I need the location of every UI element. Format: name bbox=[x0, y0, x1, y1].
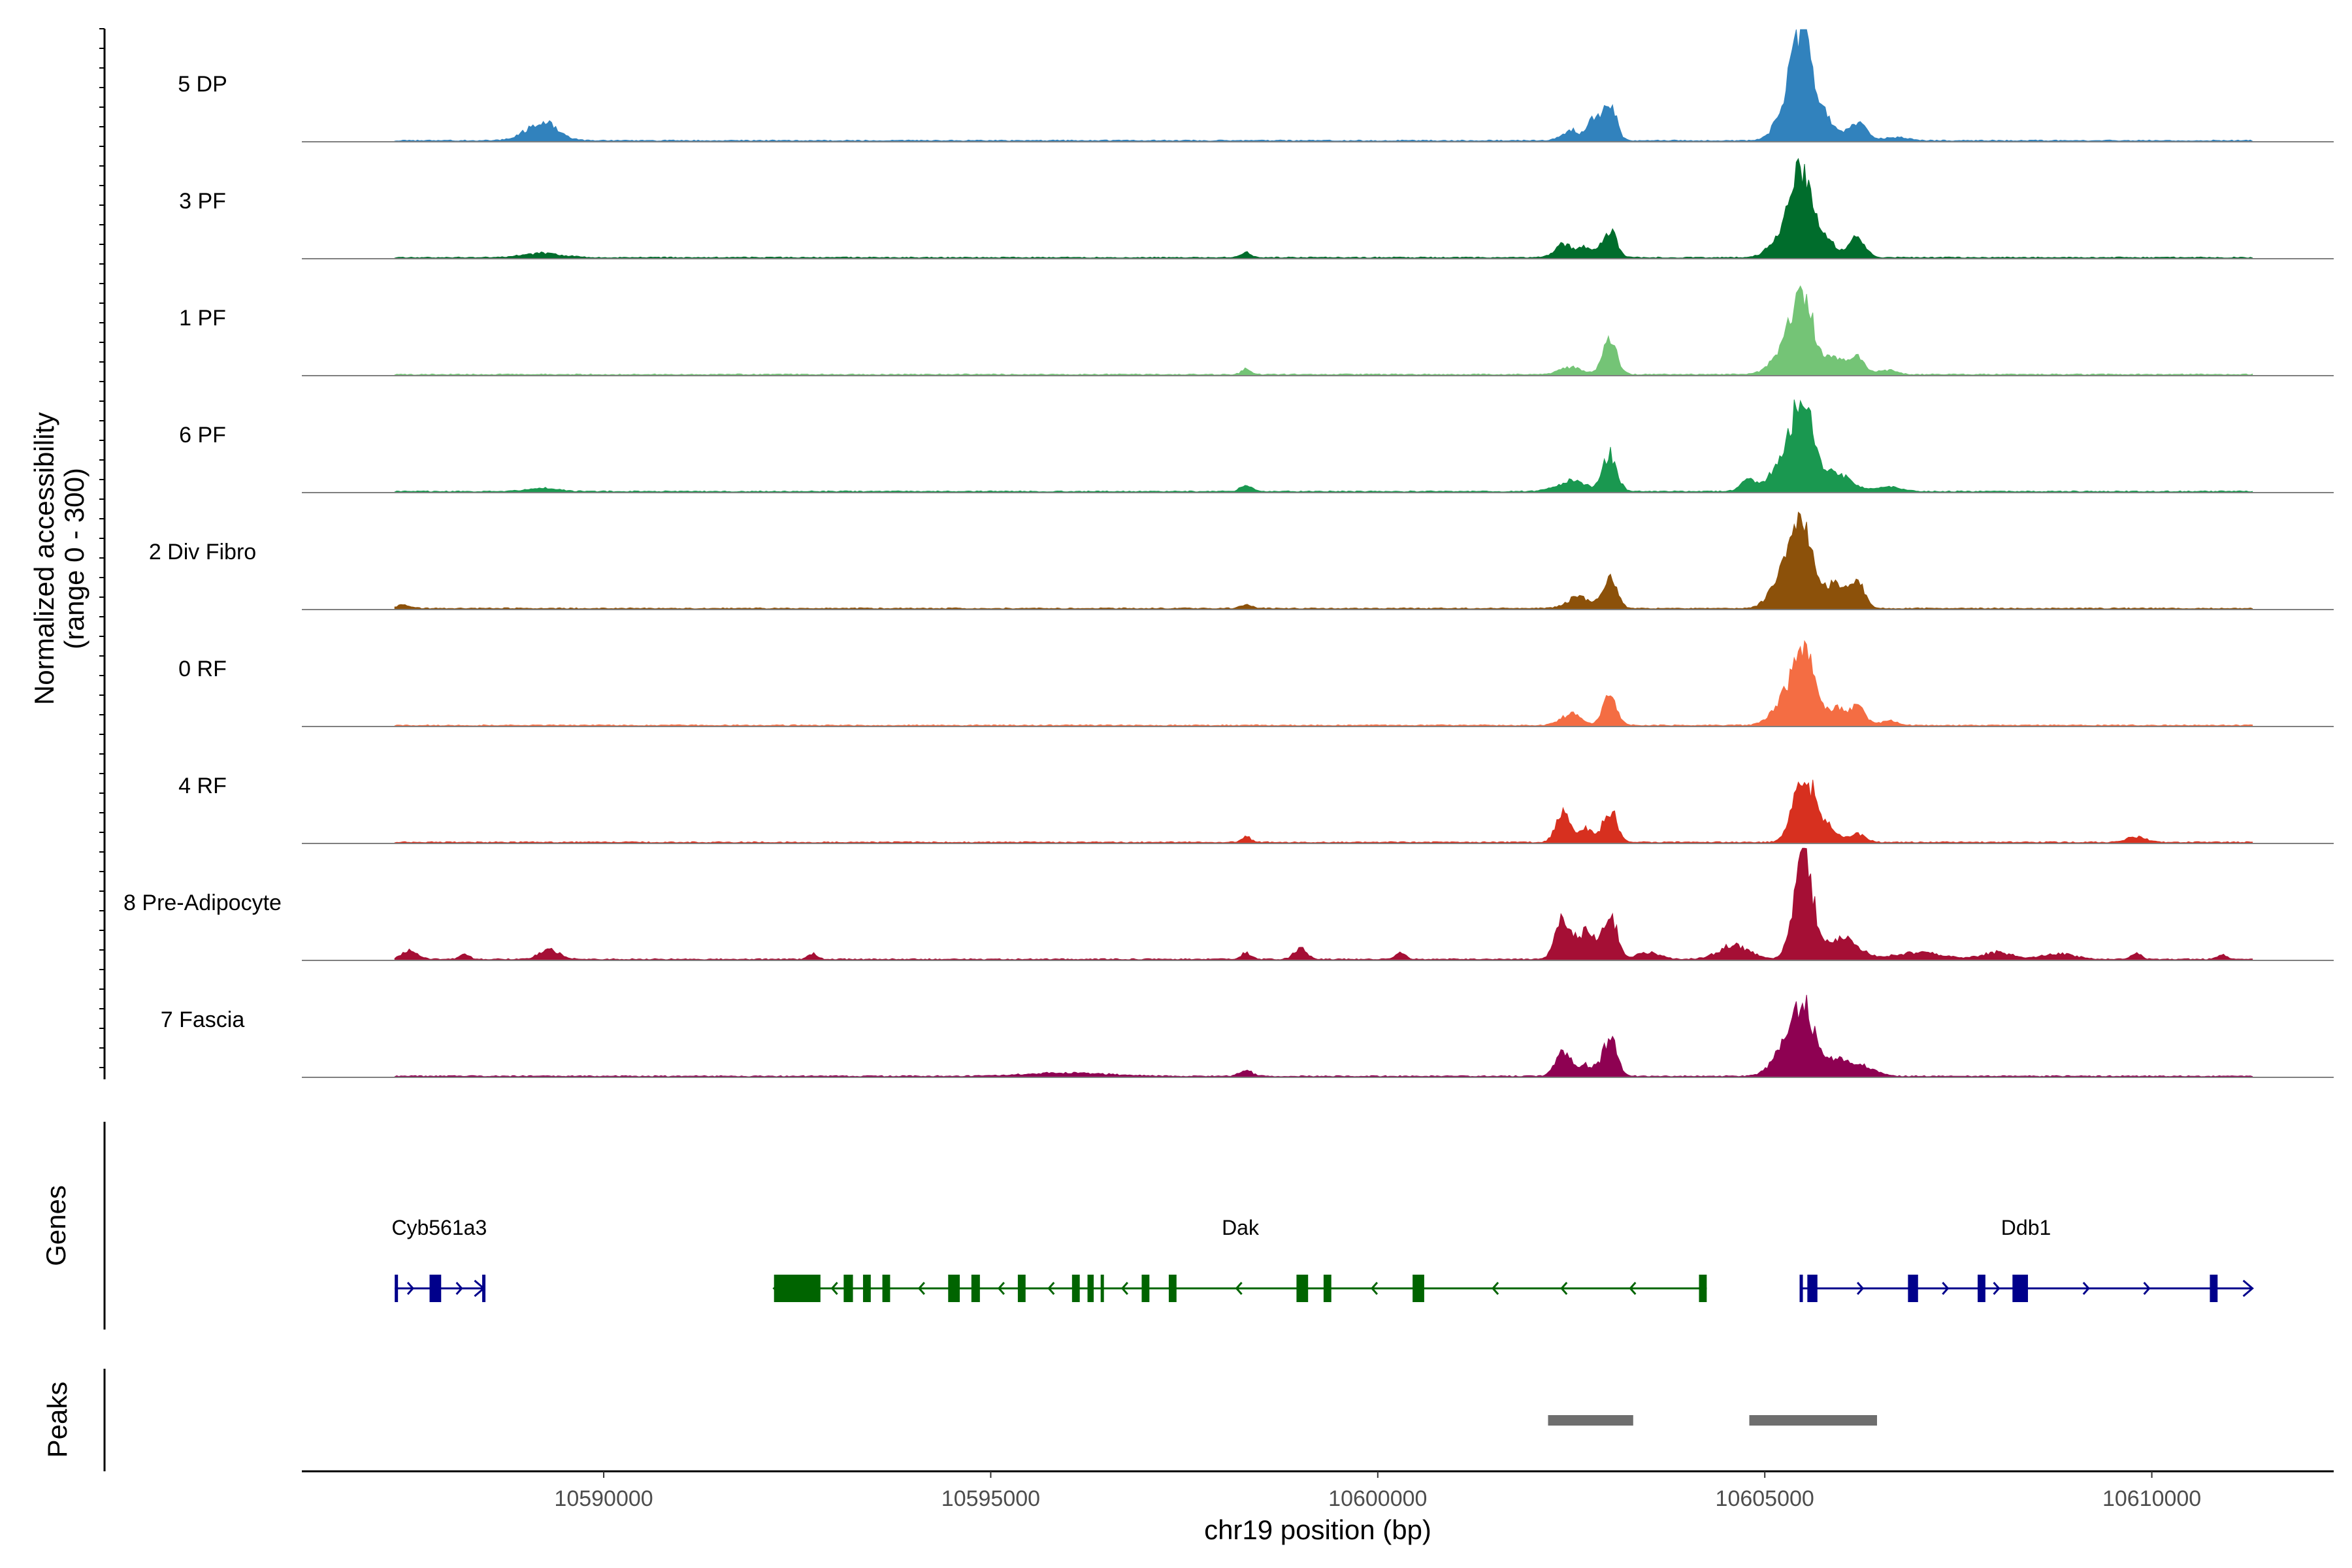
peaks-panel: Peaks bbox=[42, 1369, 1877, 1471]
gene-exon bbox=[1141, 1275, 1150, 1302]
strand-chevron bbox=[1492, 1282, 1499, 1295]
track: 6 PF bbox=[179, 399, 2334, 493]
coverage-area bbox=[394, 511, 2253, 610]
strand-chevron bbox=[1629, 1282, 1637, 1295]
gene-label: Dak bbox=[1222, 1216, 1260, 1239]
gene-exon bbox=[774, 1275, 821, 1302]
coverage-area bbox=[394, 640, 2253, 727]
gene-exon bbox=[1799, 1275, 1803, 1302]
peaks-panel-title: Peaks bbox=[42, 1382, 73, 1458]
x-tick-label: 10595000 bbox=[941, 1486, 1040, 1511]
track-label: 8 Pre-Adipocyte bbox=[123, 890, 282, 915]
strand-chevron bbox=[1235, 1282, 1243, 1295]
strand-chevron bbox=[917, 1282, 925, 1295]
gene-model: Cyb561a3 bbox=[391, 1216, 487, 1302]
track-label: 1 PF bbox=[179, 306, 226, 331]
gene-label: Cyb561a3 bbox=[391, 1216, 487, 1239]
strand-chevron bbox=[830, 1282, 838, 1295]
gene-exon bbox=[882, 1275, 890, 1302]
track: 4 RF bbox=[178, 774, 2334, 844]
track-label: 7 Fascia bbox=[161, 1007, 245, 1032]
gene-exon bbox=[1017, 1275, 1026, 1302]
gene-exon bbox=[395, 1275, 399, 1302]
x-tick-label: 10590000 bbox=[554, 1486, 653, 1511]
x-axis-title: chr19 position (bp) bbox=[1204, 1514, 1431, 1545]
gene-exon bbox=[1323, 1275, 1331, 1302]
coverage-area bbox=[394, 994, 2253, 1078]
gene-exon bbox=[862, 1275, 871, 1302]
strand-chevron bbox=[1047, 1282, 1055, 1295]
strand-end-arrow bbox=[2242, 1279, 2254, 1298]
coverage-area bbox=[394, 29, 2253, 142]
track: 2 Div Fibro bbox=[149, 511, 2334, 610]
x-axis: 10590000 10595000 10600000 10605000 10610000 bbox=[302, 1470, 2334, 1511]
track-label: 0 RF bbox=[178, 657, 227, 681]
gene-exon bbox=[2210, 1275, 2218, 1302]
gene-exon bbox=[1296, 1275, 1309, 1302]
strand-chevron bbox=[455, 1282, 463, 1295]
strand-chevron bbox=[1560, 1282, 1568, 1295]
coverage-area bbox=[394, 399, 2253, 493]
gene-exon bbox=[1168, 1275, 1177, 1302]
gene-label: Ddb1 bbox=[2001, 1216, 2051, 1239]
strand-chevron bbox=[1942, 1282, 1950, 1295]
track: 8 Pre-Adipocyte bbox=[123, 847, 2334, 961]
gene-model: Dak bbox=[772, 1216, 1707, 1302]
coverage-area bbox=[394, 285, 2253, 376]
track-label: 4 RF bbox=[178, 774, 227, 798]
track-label: 5 DP bbox=[178, 72, 227, 97]
gene-exon bbox=[1087, 1275, 1094, 1302]
track: 5 DP bbox=[178, 29, 2334, 142]
coverage-area bbox=[394, 847, 2253, 961]
gene-exon bbox=[1100, 1275, 1104, 1302]
gene-exon bbox=[429, 1275, 442, 1302]
track: 7 Fascia bbox=[161, 994, 2334, 1078]
gene-exon bbox=[2012, 1275, 2029, 1302]
strand-chevron bbox=[2082, 1282, 2090, 1295]
peak-region bbox=[1749, 1415, 1877, 1426]
genes-panel-title: Genes bbox=[41, 1185, 71, 1266]
y-axis-title: Normalized accessibility bbox=[29, 412, 59, 705]
track: 0 RF bbox=[178, 640, 2334, 727]
strand-chevron bbox=[1120, 1282, 1128, 1295]
track-label: 3 PF bbox=[179, 189, 226, 214]
y-axis bbox=[99, 28, 106, 1079]
genes-panel: Genes Cyb561a3 Dak Ddb1 bbox=[41, 1122, 2254, 1330]
gene-model: Ddb1 bbox=[1799, 1216, 2254, 1302]
track: 3 PF bbox=[179, 157, 2334, 259]
gene-exon bbox=[1413, 1275, 1424, 1302]
track-label: 2 Div Fibro bbox=[149, 540, 256, 564]
peak-region bbox=[1548, 1415, 1633, 1426]
gene-exon bbox=[1807, 1275, 1818, 1302]
strand-chevron bbox=[406, 1282, 415, 1295]
coverage-tracks: 5 DP 3 PF 1 PF 6 PF 2 Div Fibro 0 RF 4 RF 8 Pre… bbox=[123, 29, 2334, 1078]
x-tick-label: 10610000 bbox=[2102, 1486, 2201, 1511]
gene-exon bbox=[948, 1275, 960, 1302]
gene-exon bbox=[1908, 1275, 1918, 1302]
gene-exon bbox=[843, 1275, 853, 1302]
gene-exon bbox=[1978, 1275, 1985, 1302]
strand-chevron bbox=[1856, 1282, 1865, 1295]
coverage-area bbox=[394, 779, 2253, 844]
x-tick-label: 10600000 bbox=[1328, 1486, 1427, 1511]
strand-end-arrow bbox=[772, 1279, 784, 1298]
gene-exon bbox=[971, 1275, 980, 1302]
strand-end-arrow bbox=[474, 1279, 485, 1298]
y-axis-title-range: (range 0 - 300) bbox=[59, 468, 90, 649]
track-label: 6 PF bbox=[179, 423, 226, 448]
coverage-area bbox=[394, 157, 2253, 259]
x-tick-label: 10605000 bbox=[1716, 1486, 1814, 1511]
strand-chevron bbox=[997, 1282, 1005, 1295]
gene-exon bbox=[1071, 1275, 1080, 1302]
strand-chevron bbox=[1993, 1282, 2001, 1295]
strand-chevron bbox=[2143, 1282, 2151, 1295]
gene-exon bbox=[1699, 1275, 1707, 1302]
track: 1 PF bbox=[179, 285, 2334, 376]
strand-chevron bbox=[1370, 1282, 1379, 1295]
